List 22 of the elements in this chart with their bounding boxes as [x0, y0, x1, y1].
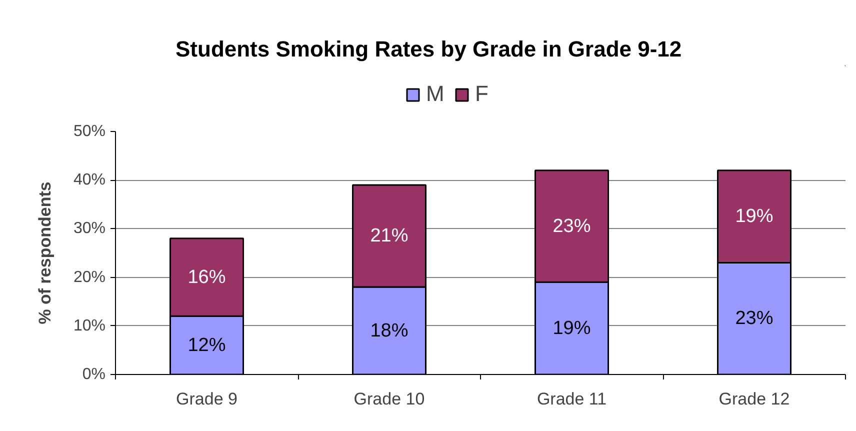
x-tick-label: Grade 10 — [354, 390, 425, 408]
y-tick-label: 50% — [73, 123, 106, 140]
data-label: 12% — [188, 334, 226, 356]
x-tick-label: Grade 9 — [176, 390, 238, 408]
x-tick-label: Grade 12 — [718, 390, 790, 408]
data-label: 19% — [552, 318, 591, 339]
y-axis-title: % of respondents — [35, 182, 54, 324]
y-tick-label: 0% — [82, 366, 106, 383]
data-label: 23% — [552, 216, 591, 237]
data-label: 23% — [735, 308, 774, 330]
data-label: 18% — [370, 320, 408, 342]
chart-title: Students Smoking Rates by Grade in Grade 9-12 — [176, 36, 682, 62]
x-tick-label: Grade 11 — [536, 390, 607, 408]
legend-label: M — [426, 81, 446, 107]
y-tick-label: 40% — [73, 172, 106, 189]
data-label: 19% — [735, 206, 774, 228]
data-label: 21% — [370, 225, 408, 246]
legend-label: F — [475, 81, 490, 107]
y-tick-label: 30% — [73, 220, 106, 238]
y-tick-label: 10% — [73, 317, 106, 334]
y-tick-label: 20% — [73, 268, 106, 286]
data-label: 16% — [188, 266, 226, 288]
